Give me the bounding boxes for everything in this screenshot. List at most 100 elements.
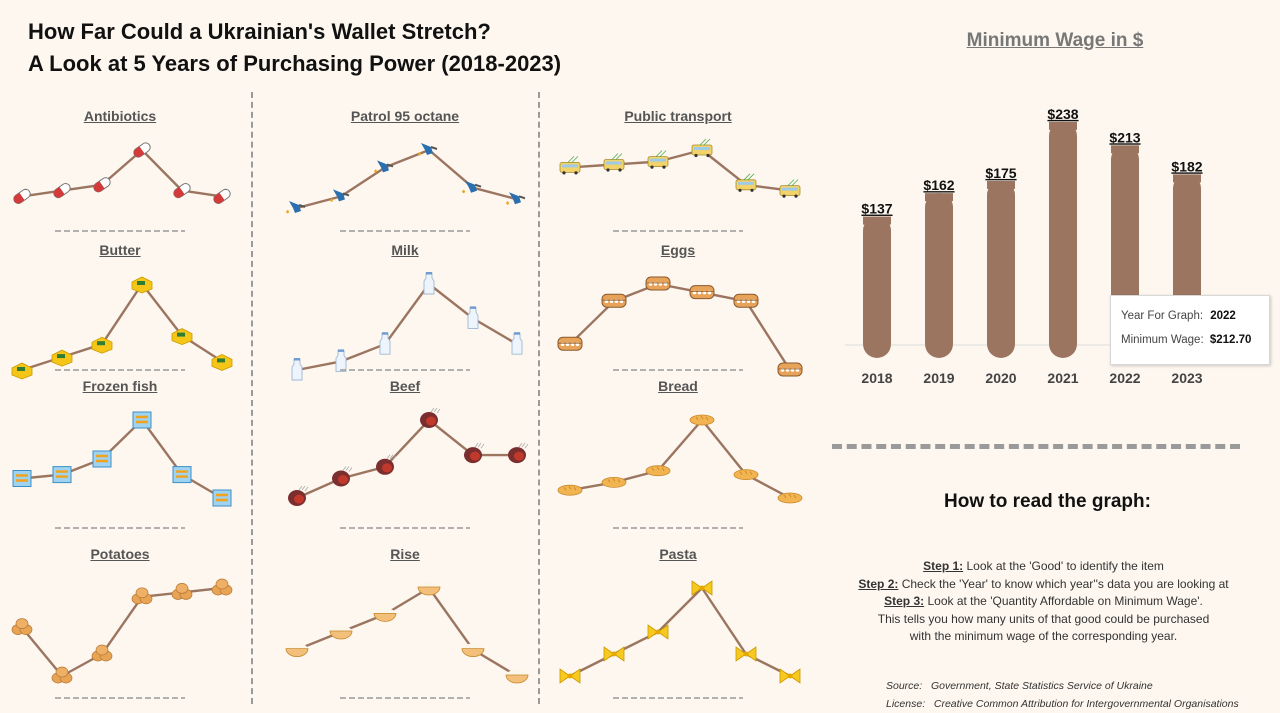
trolleybus-icon — [647, 150, 669, 169]
butter-icon — [11, 362, 33, 380]
panel-title-petrol: Patrol 95 octane — [350, 108, 460, 124]
panel-rice: Rise — [275, 546, 535, 706]
series-line — [569, 586, 791, 678]
bread-icon — [645, 465, 671, 477]
series-line — [296, 282, 518, 372]
rice-bowl-icon — [505, 670, 529, 684]
wage-data-label: $238 — [1047, 106, 1078, 122]
bread-icon — [733, 469, 759, 480]
panel-title-rice: Rise — [390, 546, 420, 562]
butter-icon — [171, 328, 193, 346]
butter-icon — [51, 349, 73, 367]
license-line: License: Creative Common Attribution for… — [886, 695, 1239, 713]
series-line — [296, 418, 517, 500]
wage-bar-top — [1173, 174, 1201, 183]
step-1: Step 1: Look at the 'Good' to identify t… — [835, 558, 1252, 576]
step-explanation-2: with the minimum wage of the correspondi… — [909, 629, 1178, 643]
wage-bar — [863, 216, 891, 358]
section-divider — [832, 444, 1240, 449]
series-line — [569, 148, 791, 192]
panel-title-milk: Milk — [391, 242, 419, 258]
series-line — [21, 418, 223, 500]
panel-milk: Milk — [275, 242, 535, 381]
milk-bottle-icon — [511, 332, 523, 355]
beef-icon — [464, 442, 485, 464]
bread-icon — [689, 414, 715, 426]
panel-bread: Bread — [548, 378, 808, 538]
trolleybus-icon — [691, 138, 713, 158]
pasta-bow-icon — [735, 646, 757, 662]
fuel-nozzle-icon — [330, 189, 350, 202]
panel-title-fish: Frozen fish — [82, 378, 158, 394]
sparkline-petrol — [286, 143, 526, 232]
license-label: License: — [886, 698, 926, 710]
panel-title-transport: Public transport — [624, 108, 732, 124]
panel-title-eggs: Eggs — [660, 242, 696, 258]
trolleybus-icon — [779, 179, 801, 198]
pill-icon — [173, 183, 191, 199]
butter-icon — [211, 353, 233, 371]
source-text: Government, State Statistics Service of … — [930, 680, 1153, 692]
sparkline-bread — [557, 414, 803, 529]
pasta-bow-icon — [559, 668, 581, 684]
panel-beef: Beef — [275, 378, 535, 538]
panel-pasta: Pasta — [548, 546, 808, 706]
frozen-fish-icon — [172, 466, 192, 484]
wage-year-tick: 2023 — [1171, 370, 1202, 386]
bread-icon — [601, 477, 627, 488]
egg-carton-icon — [557, 336, 583, 351]
fuel-nozzle-icon — [286, 201, 306, 214]
license-text: Creative Common Attribution for Intergov… — [933, 698, 1239, 710]
wage-bar — [925, 193, 953, 358]
wage-tooltip: Year For Graph: 2022 Minimum Wage: $212.… — [1110, 295, 1270, 365]
pill-icon — [133, 142, 151, 158]
pasta-bow-icon — [691, 580, 713, 596]
fuel-nozzle-icon — [506, 192, 526, 205]
wage-year-tick: 2021 — [1047, 370, 1078, 386]
bread-icon — [557, 484, 583, 496]
source-line: Source: Government, State Statistics Ser… — [886, 677, 1239, 695]
fuel-nozzle-icon — [418, 143, 438, 156]
panel-title-pasta: Pasta — [659, 546, 697, 562]
step-3-text: Look at the 'Quantity Affordable on Mini… — [924, 594, 1203, 608]
sparkline-transport — [559, 138, 801, 232]
pill-icon — [213, 188, 231, 204]
wage-data-label: $137 — [861, 201, 892, 217]
wage-year-tick: 2020 — [985, 370, 1016, 386]
frozen-fish-icon — [92, 450, 112, 468]
pasta-bow-icon — [647, 624, 669, 640]
egg-carton-icon — [733, 293, 759, 308]
panel-antibiotics: Antibiotics — [0, 108, 240, 238]
milk-bottle-icon — [291, 358, 303, 381]
sparkline-butter — [11, 276, 233, 380]
panel-potatoes: Potatoes — [0, 546, 240, 706]
step-3-label: Step 3: — [884, 594, 925, 608]
milk-bottle-icon — [423, 272, 435, 295]
wage-data-label: $182 — [1171, 158, 1202, 174]
frozen-fish-icon — [52, 466, 72, 484]
wage-data-label: $213 — [1109, 129, 1140, 145]
rice-bowl-icon — [329, 626, 353, 640]
title-line-1: How Far Could a Ukrainian's Wallet Stret… — [28, 19, 491, 44]
wage-data-label: $162 — [923, 177, 954, 193]
tooltip-wage-row: Minimum Wage: $212.70 — [1121, 334, 1251, 346]
fuel-nozzle-icon — [374, 160, 394, 173]
wage-bar-top — [863, 216, 891, 225]
milk-bottle-icon — [335, 349, 347, 372]
panel-fish: Frozen fish — [0, 378, 240, 538]
wage-year-tick: 2019 — [923, 370, 954, 386]
step-explanation-1: This tells you how many units of that go… — [877, 611, 1210, 626]
egg-carton-icon — [689, 285, 715, 300]
wage-year-tick: 2022 — [1109, 370, 1140, 386]
wage-bar — [1049, 121, 1077, 358]
beef-icon — [332, 466, 353, 487]
beef-icon — [288, 485, 309, 506]
egg-carton-icon — [645, 276, 671, 291]
pill-icon — [53, 183, 71, 199]
milk-bottle-icon — [467, 306, 479, 329]
wage-bar-top — [925, 193, 953, 202]
step-1-label: Step 1: — [923, 559, 964, 573]
wage-bar — [987, 180, 1015, 358]
panel-eggs: Eggs — [548, 242, 808, 377]
milk-bottle-icon — [379, 332, 391, 355]
